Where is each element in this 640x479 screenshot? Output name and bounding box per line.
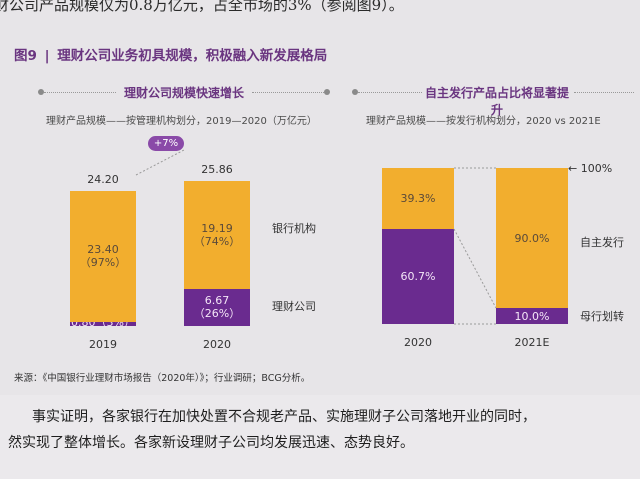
left-panel-heading-text: 理财公司规模快速增长 <box>123 86 244 100</box>
connector-line <box>135 149 185 176</box>
bar-segment <box>184 181 250 289</box>
left-panel-subcaption: 理财产品规模——按管理机构划分，2019—2020（万亿元） <box>46 116 317 127</box>
x-axis-tick-label: 2021E <box>514 336 550 349</box>
figure-number: 图9 <box>14 48 37 64</box>
connector-line <box>453 228 497 309</box>
legend-self-issued: 自主发行 <box>580 236 624 249</box>
data-label: 60.7% <box>400 270 436 284</box>
body-paragraph-line-1: 事实证明，各家银行在加快处置不合规老产品、实施理财子公司落地开业的同时， <box>32 409 536 425</box>
data-label: 23.40 （97%） <box>79 243 127 270</box>
bar-total-label: 24.20 <box>87 172 119 186</box>
right-panel-heading: 自主发行产品占比将显著提升 <box>352 84 636 117</box>
figure-title: 图9 | 理财公司业务初具规模，积极融入新发展格局 <box>14 44 327 64</box>
figure-source: 来源：《中国银行业理财市场报告（2020年）》；行业调研；BCG分析。 <box>14 373 311 384</box>
bar-segment <box>496 168 568 309</box>
legend-bank-institutions: 银行机构 <box>272 222 316 235</box>
marker-100-percent: ← 100% <box>568 162 612 175</box>
data-label: 39.3% <box>400 192 436 206</box>
right-panel-heading-text: 自主发行产品占比将显著提升 <box>424 86 569 117</box>
data-label: 6.67 （26%） <box>193 294 241 321</box>
arrow-left-icon: ← <box>568 162 578 175</box>
data-label: 10.0% <box>514 309 550 323</box>
bar-segment <box>496 308 568 324</box>
data-label: 90.0% <box>514 231 550 245</box>
body-paragraph-line-2: 然实现了整体增长。各家新设理财子公司均发展迅速、态势良好。 <box>8 435 414 451</box>
legend-wealth-companies: 理财公司 <box>272 300 316 313</box>
right-panel-subcaption: 理财产品规模——按发行机构划分，2020 vs 2021E <box>366 116 601 127</box>
figure-separator: | <box>44 48 50 64</box>
marker-100-label: 100% <box>580 162 613 175</box>
left-panel-heading: 理财公司规模快速增长 <box>38 84 330 100</box>
bar-segment <box>382 168 454 230</box>
bar-segment <box>184 288 250 326</box>
figure-title-text: 理财公司业务初具规模，积极融入新发展格局 <box>57 48 328 64</box>
legend-parent-transfer: 母行划转 <box>580 310 624 323</box>
bar-segment <box>382 229 454 324</box>
growth-badge: +7% <box>148 136 184 151</box>
bar-segment <box>70 190 136 322</box>
bar-segment <box>70 321 136 326</box>
page-body-area <box>0 395 640 479</box>
x-axis-tick-label: 2019 <box>89 338 117 351</box>
bar-total-label: 25.86 <box>201 163 233 177</box>
x-axis-tick-label: 2020 <box>203 338 231 351</box>
data-label: 19.19 （74%） <box>193 222 241 249</box>
x-axis-tick-label: 2020 <box>404 336 432 349</box>
preceding-text-line: 财公司产品规模仅为0.8万亿元，占全市场的3%（参阅图9）。 <box>0 0 404 14</box>
